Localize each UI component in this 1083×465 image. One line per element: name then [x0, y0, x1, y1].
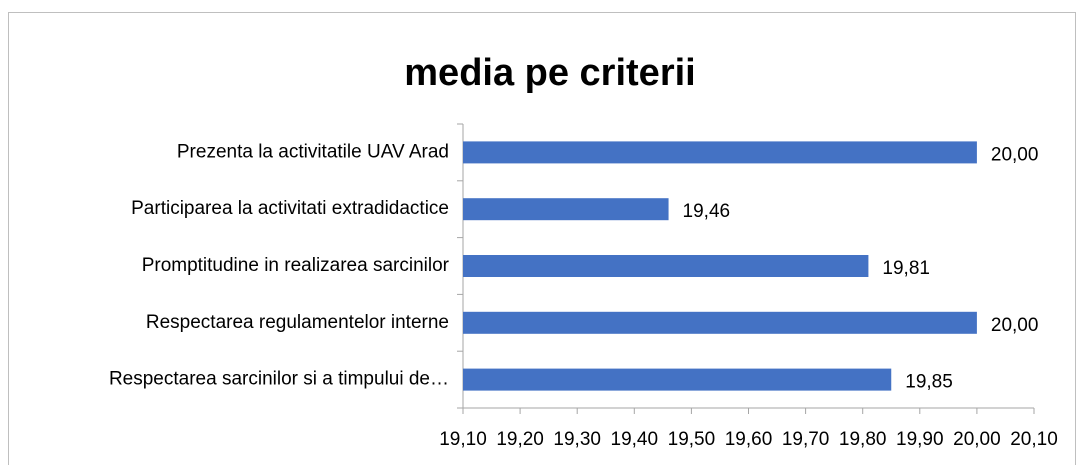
y-tick-label: Respectarea regulamentelor interne [146, 312, 449, 333]
x-tick-label: 19,20 [496, 429, 544, 450]
x-tick-label: 19,70 [782, 429, 830, 450]
bar [463, 311, 977, 334]
chart-title: media pe criterii [404, 52, 695, 94]
x-tick-label: 19,10 [439, 429, 487, 450]
bar [463, 198, 669, 221]
x-tick-label: 19,50 [668, 429, 716, 450]
data-label: 20,00 [991, 144, 1039, 165]
x-tick-label: 19,90 [896, 429, 944, 450]
chart-border [8, 12, 1076, 465]
y-tick-label: Respectarea sarcinilor si a timpului de… [109, 369, 449, 390]
data-label: 19,81 [882, 258, 930, 279]
x-tick-label: 20,10 [1010, 429, 1058, 450]
x-tick-label: 19,60 [725, 429, 773, 450]
x-tick-label: 19,40 [611, 429, 659, 450]
bar [463, 141, 977, 164]
y-tick-label: Prezenta la activitatile UAV Arad [177, 141, 449, 162]
x-tick-label: 19,30 [553, 429, 601, 450]
data-label: 20,00 [991, 315, 1039, 336]
data-label: 19,85 [905, 372, 953, 393]
y-tick-label: Participarea la activitati extradidactic… [131, 198, 449, 219]
x-tick-label: 20,00 [953, 429, 1001, 450]
bar [463, 368, 892, 391]
bar [463, 255, 869, 277]
data-label: 19,46 [683, 201, 731, 222]
x-tick-label: 19,80 [839, 429, 887, 450]
y-tick-label: Promptitudine in realizarea sarcinilor [142, 255, 450, 276]
